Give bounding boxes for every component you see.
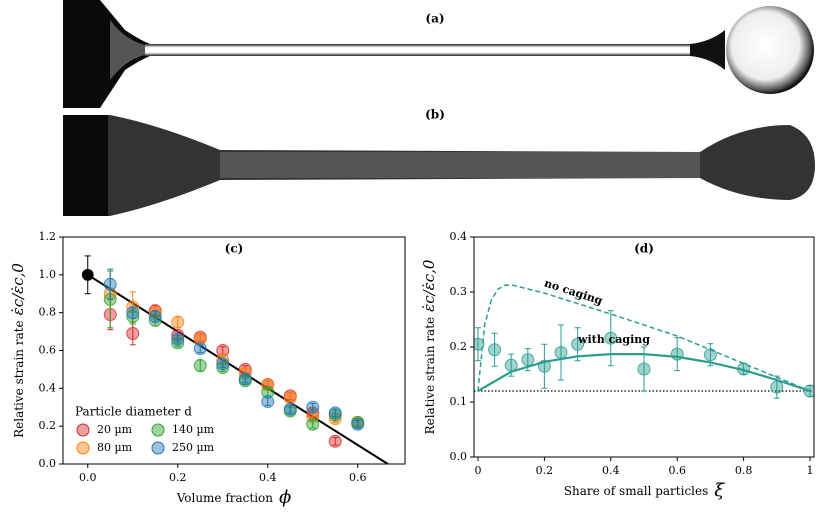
x-tick-label: 0.0 [79,471,97,484]
point [148,309,162,323]
point [171,315,185,329]
point [637,362,651,376]
x-label-symbol: ξ [714,480,725,501]
x-tick-label: 1 [807,464,814,477]
y-tick-label: 1.0 [39,268,57,281]
point [537,359,551,373]
legend-marker [151,423,165,437]
point [803,384,814,398]
legend-marker [151,441,165,455]
chart-title: (c) [225,242,244,256]
point [261,395,275,409]
point [737,362,751,376]
point [604,331,618,345]
point [571,337,585,351]
panel-label: (a) [425,12,444,26]
photo-b [63,112,815,216]
x-tick-label: 0.4 [259,471,277,484]
axes-frame [62,236,406,465]
curve [477,284,811,392]
y-tick-label: 0.6 [39,344,57,357]
point [171,332,185,346]
legend-label: 140 µm [172,423,215,436]
x-label-text: Volume fraction [176,491,274,505]
plot-area [81,255,389,464]
point [103,277,117,291]
curve-label: with caging [577,333,650,346]
legend-label: 250 µm [172,441,215,454]
point [351,417,365,431]
y-axis-label: Relative strain rate ε̇c/ε̇c,0 [9,263,27,438]
point [554,346,568,359]
fit-line [87,273,389,464]
point [328,406,342,420]
legend-label: 80 µm [97,441,133,454]
x-tick-label: 0.6 [668,464,686,477]
x-tick-label: 0.6 [349,471,367,484]
x-axis-label: Share of small particles ξ [564,480,725,501]
point [193,342,207,356]
x-tick-label: 0 [474,464,481,477]
point [216,357,230,371]
x-tick-label: 0.2 [536,464,554,477]
point [193,359,207,373]
y-tick-label: 0.4 [39,381,57,394]
y-tick-label: 1.2 [39,230,57,243]
point [126,326,140,340]
y-label-text: Relative strain rate [423,317,437,435]
point [306,400,320,414]
axes-frame [473,236,815,458]
point [521,353,535,367]
point [283,391,297,405]
x-label-symbol: ϕ [279,487,291,508]
photo-a [63,0,815,108]
y-tick-label: 0.8 [39,306,57,319]
legend-title: Particle diameter d [75,405,192,419]
point [474,337,485,351]
y-tick-label: 0.2 [39,419,57,432]
x-tick-label: 0.4 [602,464,620,477]
legend-marker [76,441,90,455]
plot-area [474,284,814,399]
y-tick-label: 0.0 [450,450,468,463]
point [770,380,784,394]
y-tick-label: 0.3 [450,285,468,298]
legend-label: 20 µm [97,423,133,436]
legend-marker [76,423,90,437]
x-tick-label: 0.2 [169,471,187,484]
point [328,434,342,448]
point [81,268,94,281]
point [703,348,717,362]
y-axis-label: Relative strain rate ε̇c/ε̇c,0 [420,259,438,434]
y-tick-label: 0.4 [450,230,468,243]
point [126,306,140,320]
x-tick-label: 0.8 [735,464,753,477]
panel-label: (b) [425,108,445,122]
y-tick-label: 0.1 [450,395,468,408]
y-label-symbol: ε̇c/ε̇c,0 [420,259,438,312]
x-label-text: Share of small particles [564,484,708,498]
point [488,343,502,357]
point [504,358,518,372]
x-axis-label: Volume fraction ϕ [176,487,292,508]
point [283,402,297,416]
point [238,372,252,386]
point [306,417,320,431]
point [670,347,684,361]
y-label-text: Relative strain rate [12,320,26,438]
y-tick-label: 0.2 [450,340,468,353]
y-label-symbol: ε̇c/ε̇c,0 [9,263,27,316]
y-tick-label: 0.0 [39,457,57,470]
chart-title: (d) [634,242,654,256]
